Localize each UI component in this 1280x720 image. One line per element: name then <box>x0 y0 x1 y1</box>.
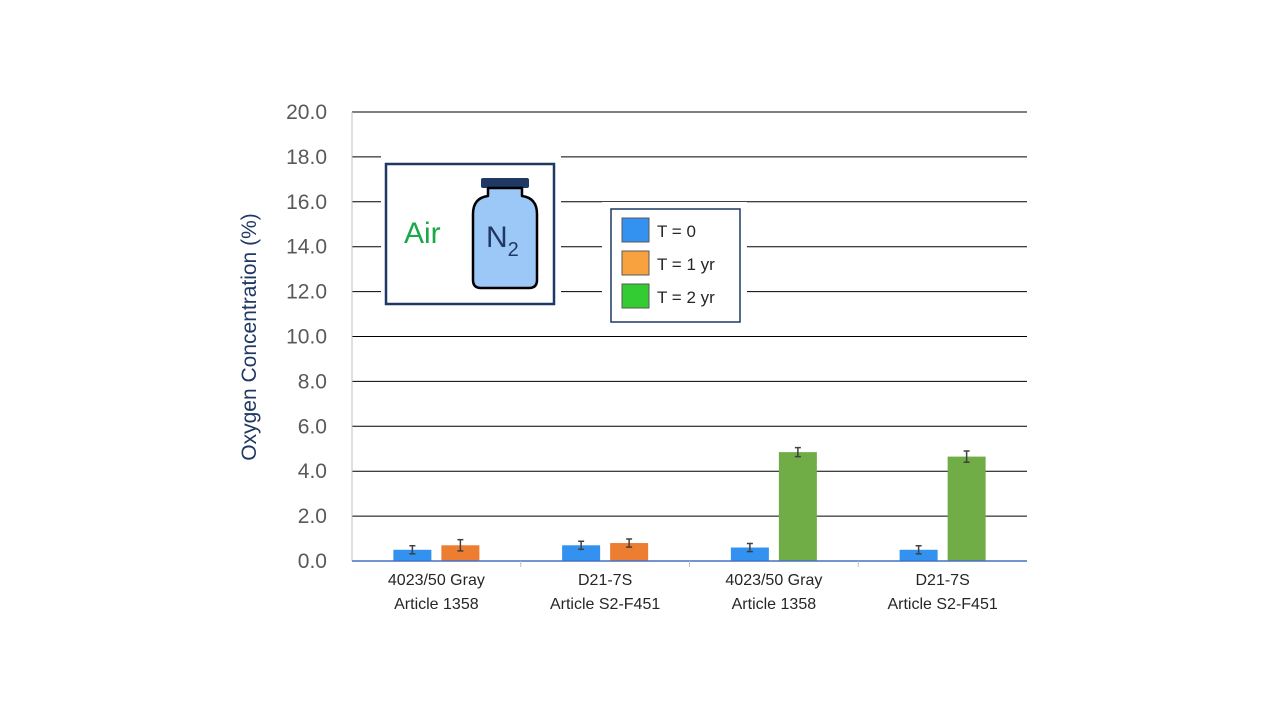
nitrogen-bottle-icon: N2 <box>471 178 539 290</box>
bar <box>393 549 432 561</box>
error-bars <box>409 446 970 555</box>
legend-label: T = 1 yr <box>657 255 715 274</box>
n2-label: N <box>486 221 508 254</box>
category-label: 4023/50 Gray Article 1358 <box>725 572 822 613</box>
y-tick-label: 18.0 <box>286 146 327 169</box>
y-tick-label: 20.0 <box>286 101 327 124</box>
bar <box>947 456 986 561</box>
y-tick-label: 16.0 <box>286 191 327 214</box>
svg-text:N2: N2 <box>486 221 519 261</box>
bar <box>610 543 649 561</box>
y-tick-label: 14.0 <box>286 236 327 259</box>
y-tick-label: 8.0 <box>298 370 327 393</box>
inset-diagram: Air N2 <box>381 154 561 314</box>
legend-label: T = 2 yr <box>657 288 715 307</box>
legend-swatch <box>621 217 650 243</box>
y-tick-label: 0.0 <box>298 550 327 573</box>
error-bar <box>457 538 464 552</box>
error-bar <box>578 540 585 551</box>
y-tick-labels: 0.0 2.0 4.0 6.0 8.0 10.0 12.0 14.0 16.0 18.0 20.0 <box>286 101 327 573</box>
category-label: D21-7S Article S2-F451 <box>887 572 997 613</box>
category-label: 4023/50 Gray Article 1358 <box>388 572 485 613</box>
legend-swatch <box>621 250 650 276</box>
bar <box>441 545 480 561</box>
y-tick-label: 6.0 <box>298 415 327 438</box>
air-label: Air <box>404 217 441 250</box>
category-labels: 4023/50 Gray Article 1358 D21-7S Article S2… <box>388 572 998 613</box>
legend-label: T = 0 <box>657 222 696 241</box>
legend: T = 0 T = 1 yr T = 2 yr <box>602 202 747 330</box>
error-bar <box>626 538 633 548</box>
legend-swatch <box>621 283 650 309</box>
bar <box>899 549 938 561</box>
error-bar <box>963 450 970 463</box>
bar <box>730 547 769 561</box>
error-bar <box>746 542 753 553</box>
bar <box>778 452 817 561</box>
y-tick-label: 4.0 <box>298 460 327 483</box>
error-bar <box>794 446 801 458</box>
y-axis-label: Oxygen Concentration (%) <box>238 213 261 460</box>
category-label: D21-7S Article S2-F451 <box>550 572 660 613</box>
n2-subscript: 2 <box>508 239 519 261</box>
y-tick-label: 2.0 <box>298 505 327 528</box>
bars <box>393 452 986 561</box>
error-bar <box>409 544 416 555</box>
error-bar <box>915 544 922 555</box>
bar <box>562 545 601 561</box>
y-tick-label: 10.0 <box>286 326 327 349</box>
y-tick-label: 12.0 <box>286 281 327 304</box>
axes <box>351 112 1027 567</box>
